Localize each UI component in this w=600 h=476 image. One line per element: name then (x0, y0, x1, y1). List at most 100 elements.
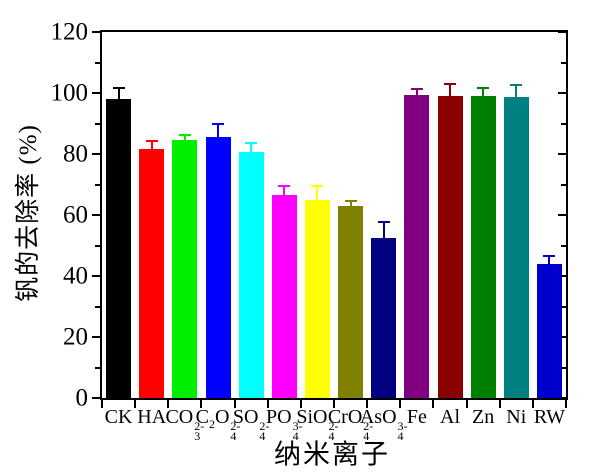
bar-AsO43- (371, 237, 397, 398)
error-bar (415, 89, 418, 95)
y-major-tick (92, 214, 100, 216)
x-tick-label: CK (104, 406, 133, 428)
x-boundary-tick (465, 400, 468, 408)
x-boundary-tick (399, 400, 402, 408)
y-major-tick (558, 31, 566, 33)
bar-C2O42- (205, 137, 231, 398)
bar-Ni (503, 96, 529, 398)
y-minor-tick (561, 366, 566, 369)
y-minor-tick (95, 183, 100, 186)
y-tick-label: 20 (63, 323, 88, 351)
x-boundary-tick (200, 400, 203, 408)
x-boundary-tick (167, 400, 170, 408)
x-boundary-tick (233, 400, 236, 408)
x-boundary-tick (101, 400, 103, 408)
x-tick-label: SO 2- 4 (232, 406, 270, 443)
error-bar-cap (145, 139, 158, 142)
error-bar (217, 124, 219, 138)
y-tick-label: 120 (50, 18, 89, 46)
error-bar-cap (112, 87, 125, 90)
error-bar (283, 186, 286, 196)
bar-PO43- (271, 195, 297, 398)
sub-sup-stack: 2- 3 (194, 419, 205, 443)
y-major-tick (558, 397, 566, 399)
error-bar-cap (510, 84, 523, 87)
sub-sup-stack: 2- 4 (328, 419, 339, 443)
y-major-tick (558, 92, 566, 94)
x-axis-title: 纳米离子 (274, 439, 390, 470)
x-boundary-tick (565, 400, 567, 408)
x-boundary-tick (266, 400, 269, 408)
x-tick-label: Fe (406, 406, 427, 428)
x-boundary-tick (432, 400, 435, 408)
error-bar-cap (543, 254, 556, 257)
x-tick-label: SiO 2- 4 (296, 406, 339, 443)
bar-CO32- (172, 140, 198, 398)
error-bar-cap (278, 185, 291, 188)
error-bar-cap (410, 88, 423, 91)
error-bar (449, 83, 451, 97)
x-tick-label: RW (533, 406, 565, 428)
y-minor-tick (95, 122, 100, 125)
bar-CK (106, 99, 132, 398)
x-tick-label: PO 3- 4 (265, 406, 303, 443)
y-tick-label: 60 (63, 201, 88, 229)
y-major-tick (92, 397, 100, 399)
error-bar (183, 134, 186, 141)
x-tick-label: CrO 2- 4 (327, 406, 374, 443)
y-minor-tick (95, 305, 100, 308)
y-tick-label: 100 (50, 79, 89, 107)
x-tick-label: Ni (506, 406, 527, 428)
y-major-tick (92, 92, 100, 94)
bar-CrO42- (338, 205, 364, 398)
y-minor-tick (561, 61, 566, 64)
y-major-tick (558, 275, 566, 277)
sub-sup-stack: 2- 4 (230, 419, 241, 443)
bar-SO42- (238, 152, 264, 398)
error-bar-cap (477, 87, 490, 90)
error-bar (482, 88, 485, 97)
error-bar (382, 221, 385, 238)
y-tick-label: 0 (75, 384, 89, 412)
error-bar (250, 143, 253, 153)
plot-area: 0 20 40 60 80 100 120 (51, 20, 568, 411)
error-bar-cap (311, 185, 324, 188)
error-bar-cap (444, 82, 456, 85)
y-major-tick (558, 153, 566, 155)
y-minor-tick (95, 366, 100, 369)
error-bar-cap (344, 199, 357, 202)
error-bar-cap (377, 220, 390, 223)
error-bar (515, 85, 518, 97)
y-minor-tick (561, 305, 566, 308)
y-tick-label: 80 (63, 140, 88, 168)
y-minor-tick (561, 183, 566, 186)
x-boundary-tick (366, 400, 369, 408)
x-boundary-tick (299, 400, 302, 408)
error-bar (117, 88, 120, 100)
bar-SiO42- (304, 199, 330, 398)
y-minor-tick (95, 244, 100, 247)
y-major-tick (92, 31, 100, 33)
x-tick-label: HA (137, 406, 167, 428)
y-major-tick (558, 336, 566, 338)
bar-Al (437, 96, 463, 398)
error-bar-cap (178, 133, 191, 136)
x-tick-label: C2O 2- 4 (195, 406, 241, 443)
error-bar-cap (245, 142, 258, 145)
y-minor-tick (561, 244, 566, 247)
x-boundary-tick (498, 400, 501, 408)
y-minor-tick (95, 61, 100, 64)
error-bar (349, 200, 352, 206)
bar-Fe (404, 94, 430, 398)
error-bar (316, 186, 319, 200)
y-minor-tick (561, 122, 566, 125)
sub-sup-stack: 3- 4 (397, 419, 408, 443)
y-major-tick (558, 214, 566, 216)
y-major-tick (92, 153, 100, 155)
y-major-tick (92, 336, 100, 338)
error-bar (150, 140, 153, 150)
x-tick-label: AsO 3- 4 (359, 406, 408, 443)
bar-RW (536, 263, 562, 398)
x-boundary-tick (333, 400, 335, 408)
